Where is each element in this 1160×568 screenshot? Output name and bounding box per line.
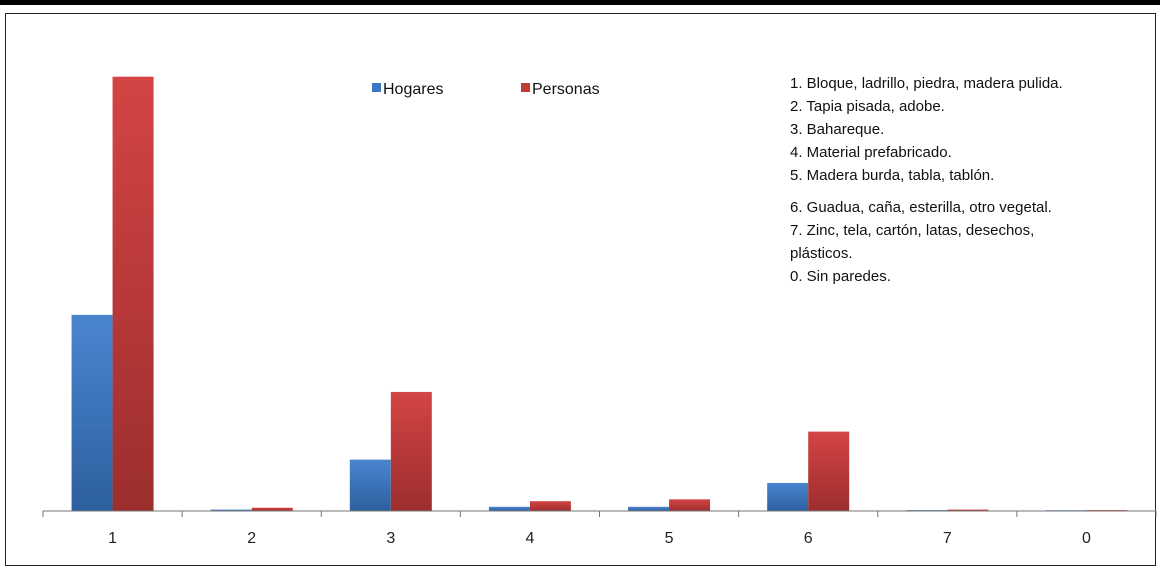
note-line-6: 6. Guadua, caña, esterilla, otro vegetal… <box>790 199 1052 216</box>
x-tick-label-1: 1 <box>108 530 117 547</box>
category-notes: 1. Bloque, ladrillo, piedra, madera puli… <box>790 75 1063 285</box>
bar-personas-3 <box>390 391 432 511</box>
note-line-3: 3. Bahareque. <box>790 121 884 138</box>
bar-hogares-4 <box>488 506 530 511</box>
legend-label-personas: Personas <box>532 81 600 98</box>
bars-group <box>71 76 1128 511</box>
note-line-7: 7. Zinc, tela, cartón, latas, desechos, <box>790 222 1034 239</box>
chart-border <box>5 13 1156 566</box>
bar-personas-7 <box>947 509 989 511</box>
x-axis-ticks <box>42 511 1157 517</box>
note-line-1: 1. Bloque, ladrillo, piedra, madera puli… <box>790 75 1063 92</box>
top-border-bar <box>0 0 1160 5</box>
x-axis-labels: 1 2 3 4 5 6 7 0 <box>108 530 1091 547</box>
note-line-5: 5. Madera burda, tabla, tablón. <box>790 167 994 184</box>
legend-label-hogares: Hogares <box>383 81 443 98</box>
bar-hogares-1 <box>71 314 113 511</box>
legend: Hogares Personas <box>372 81 600 98</box>
bar-hogares-3 <box>349 459 391 511</box>
bar-personas-5 <box>669 499 711 511</box>
legend-swatch-hogares <box>372 83 381 92</box>
x-tick-label-3: 3 <box>386 530 395 547</box>
x-tick-label-4: 4 <box>525 530 534 547</box>
note-line-2: 2. Tapia pisada, adobe. <box>790 98 945 115</box>
x-tick-label-7: 7 <box>943 530 952 547</box>
bar-personas-1 <box>112 76 154 511</box>
x-tick-label-6: 6 <box>804 530 813 547</box>
bar-personas-2 <box>251 507 293 511</box>
note-line-9: 0. Sin paredes. <box>790 268 891 285</box>
bar-hogares-6 <box>767 482 809 511</box>
x-tick-label-0: 0 <box>1082 530 1091 547</box>
x-tick-label-5: 5 <box>665 530 674 547</box>
bar-hogares-2 <box>210 509 252 511</box>
bar-hogares-5 <box>628 506 670 511</box>
legend-swatch-personas <box>521 83 530 92</box>
bar-personas-6 <box>808 431 850 511</box>
bar-personas-4 <box>529 501 571 511</box>
note-line-4: 4. Material prefabricado. <box>790 144 952 161</box>
note-line-8: plásticos. <box>790 245 853 262</box>
x-tick-label-2: 2 <box>247 530 256 547</box>
